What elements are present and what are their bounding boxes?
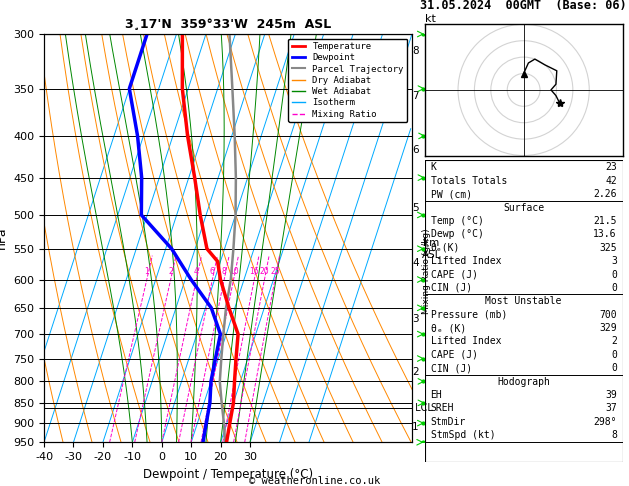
Text: 2: 2 — [611, 336, 617, 347]
Text: 21.5: 21.5 — [593, 216, 617, 226]
Legend: Temperature, Dewpoint, Parcel Trajectory, Dry Adiabat, Wet Adiabat, Isotherm, Mi: Temperature, Dewpoint, Parcel Trajectory… — [288, 38, 408, 122]
Text: Surface: Surface — [503, 203, 544, 212]
Text: kt: kt — [425, 14, 435, 23]
Text: 4: 4 — [194, 267, 199, 276]
Text: CAPE (J): CAPE (J) — [430, 350, 477, 360]
Text: 2: 2 — [412, 367, 419, 378]
Text: 2: 2 — [169, 267, 173, 276]
Text: 8: 8 — [611, 430, 617, 440]
Text: CAPE (J): CAPE (J) — [430, 270, 477, 279]
Text: 0: 0 — [611, 363, 617, 373]
Text: 0: 0 — [611, 350, 617, 360]
Text: Lifted Index: Lifted Index — [430, 256, 501, 266]
Text: Most Unstable: Most Unstable — [486, 296, 562, 306]
Text: K: K — [430, 162, 437, 173]
Text: Temp (°C): Temp (°C) — [430, 216, 484, 226]
Text: 3: 3 — [611, 256, 617, 266]
Text: Totals Totals: Totals Totals — [430, 176, 507, 186]
Text: 39: 39 — [605, 390, 617, 400]
Text: StmDir: StmDir — [430, 417, 465, 427]
Text: CIN (J): CIN (J) — [430, 363, 472, 373]
Text: 298°: 298° — [593, 417, 617, 427]
Text: 5: 5 — [412, 203, 419, 213]
Text: 4: 4 — [412, 258, 419, 268]
Text: 42: 42 — [605, 176, 617, 186]
Text: 325: 325 — [599, 243, 617, 253]
Text: 31.05.2024  00GMT  (Base: 06): 31.05.2024 00GMT (Base: 06) — [420, 0, 627, 12]
Text: 25: 25 — [270, 267, 280, 276]
Text: 2.26: 2.26 — [593, 189, 617, 199]
Text: 7: 7 — [412, 90, 419, 101]
Text: Hodograph: Hodograph — [497, 377, 550, 387]
Text: Lifted Index: Lifted Index — [430, 336, 501, 347]
Text: 6: 6 — [412, 145, 419, 155]
Text: 3: 3 — [412, 313, 419, 324]
Text: Pressure (mb): Pressure (mb) — [430, 310, 507, 320]
Text: 6: 6 — [210, 267, 215, 276]
X-axis label: Dewpoint / Temperature (°C): Dewpoint / Temperature (°C) — [143, 468, 313, 481]
Text: 8: 8 — [222, 267, 226, 276]
Text: © weatheronline.co.uk: © weatheronline.co.uk — [249, 476, 380, 486]
Text: 8: 8 — [412, 46, 419, 56]
Text: 1: 1 — [145, 267, 149, 276]
Text: 20: 20 — [260, 267, 269, 276]
Text: θₑ(K): θₑ(K) — [430, 243, 460, 253]
Text: 1: 1 — [412, 422, 419, 432]
Text: 0: 0 — [611, 270, 617, 279]
Title: 3¸17'N  359°33'W  245m  ASL: 3¸17'N 359°33'W 245m ASL — [125, 18, 331, 32]
Text: 0: 0 — [611, 283, 617, 293]
Text: 13.6: 13.6 — [593, 229, 617, 239]
Text: 10: 10 — [229, 267, 238, 276]
Text: EH: EH — [430, 390, 442, 400]
Text: StmSpd (kt): StmSpd (kt) — [430, 430, 495, 440]
Text: Mixing Ratio (g/kg): Mixing Ratio (g/kg) — [422, 228, 431, 313]
Text: CIN (J): CIN (J) — [430, 283, 472, 293]
Text: LCL: LCL — [412, 403, 433, 413]
Y-axis label: km
ASL: km ASL — [421, 238, 441, 260]
Text: 23: 23 — [605, 162, 617, 173]
Text: 16: 16 — [250, 267, 259, 276]
Text: 37: 37 — [605, 403, 617, 414]
Text: PW (cm): PW (cm) — [430, 189, 472, 199]
Text: θₑ (K): θₑ (K) — [430, 323, 465, 333]
Text: SREH: SREH — [430, 403, 454, 414]
Text: Dewp (°C): Dewp (°C) — [430, 229, 484, 239]
Text: 700: 700 — [599, 310, 617, 320]
Y-axis label: hPa: hPa — [0, 227, 8, 249]
Text: 329: 329 — [599, 323, 617, 333]
